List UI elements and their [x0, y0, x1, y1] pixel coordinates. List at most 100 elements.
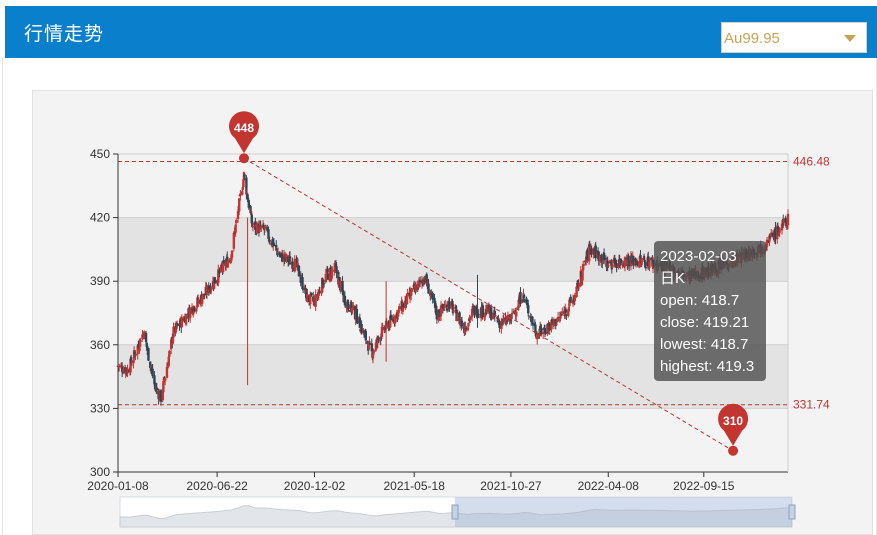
candle-body — [464, 328, 468, 330]
candle-body — [444, 304, 447, 306]
candle-body — [171, 338, 175, 344]
candle-body — [427, 283, 430, 294]
candle-body — [543, 328, 546, 330]
candle-body — [341, 290, 345, 296]
candle-body — [122, 369, 125, 373]
candle-body — [765, 239, 769, 247]
candle-body — [266, 227, 269, 231]
mark-line-label: 331.74 — [793, 398, 830, 412]
candle-body — [285, 254, 288, 259]
candle-body — [230, 257, 233, 260]
candle-body — [644, 267, 648, 269]
candle-body — [165, 367, 169, 378]
candle-body — [249, 206, 252, 214]
candle-body — [169, 339, 173, 350]
tooltip-series: 日K — [660, 270, 686, 287]
candle-body — [634, 259, 637, 262]
candle-body — [414, 285, 418, 292]
candle-body — [324, 273, 328, 283]
candle-body — [541, 332, 545, 335]
candle-body — [243, 174, 246, 177]
tooltip-open: open: 418.7 — [660, 292, 740, 309]
candle-body — [539, 325, 542, 331]
candle-body — [495, 317, 499, 319]
candle-body — [247, 200, 250, 208]
candle-body — [143, 331, 146, 340]
chevron-down-icon[interactable] — [844, 35, 856, 42]
instrument-select[interactable]: Au99.95 — [721, 22, 867, 53]
y-tick-label: 360 — [90, 338, 110, 352]
candle-body — [370, 343, 373, 352]
candle-body — [463, 330, 467, 334]
candle-body — [381, 325, 384, 327]
candle-body — [331, 269, 334, 271]
candle-body — [485, 305, 489, 313]
candle-body — [460, 320, 464, 327]
mark-point-label: 310 — [723, 414, 743, 428]
candle-body — [281, 253, 284, 262]
candle-body — [540, 328, 543, 335]
candle-body — [526, 303, 529, 306]
chart-tooltip: 2023-02-03 日K open: 418.7 close: 419.21 … — [654, 241, 766, 381]
candle-body — [203, 294, 207, 296]
candle-body — [510, 312, 514, 314]
candle-body — [435, 305, 438, 315]
candle-body — [521, 300, 525, 302]
candle-body — [442, 307, 445, 309]
candle-body — [195, 305, 199, 308]
candle-body — [230, 250, 234, 258]
candle-body — [584, 258, 588, 263]
candle-body — [431, 293, 434, 300]
candle-body — [250, 214, 253, 224]
candle-body — [573, 294, 577, 301]
candle-body — [155, 387, 159, 391]
candle-body — [443, 305, 446, 308]
candle-body — [519, 292, 522, 304]
data-zoom-handle[interactable] — [451, 504, 459, 520]
candle-body — [233, 232, 236, 235]
candle-body — [174, 323, 178, 333]
candle-body — [138, 348, 141, 351]
candle-body — [130, 364, 133, 366]
candle-body — [771, 232, 775, 237]
candle-body — [648, 261, 651, 268]
candle-body — [226, 260, 230, 268]
candle-body — [149, 361, 152, 368]
candle-body — [288, 256, 292, 265]
candle-body — [372, 350, 376, 352]
candle-body — [360, 323, 363, 333]
candle-body — [384, 327, 387, 330]
candle-body — [134, 354, 138, 356]
candle-body — [598, 255, 602, 261]
candle-body — [786, 213, 790, 226]
candle-body — [301, 288, 305, 291]
candle-body — [322, 285, 325, 287]
candle-body — [418, 280, 422, 282]
y-tick-label: 450 — [90, 147, 110, 161]
mark-point-dot — [238, 153, 249, 164]
candle-body — [172, 326, 175, 338]
candle-body — [554, 319, 557, 327]
candle-body — [317, 292, 320, 296]
candle-body — [502, 317, 505, 320]
candle-body — [371, 353, 375, 359]
candle-body — [234, 224, 237, 233]
data-zoom-handle[interactable] — [788, 504, 796, 520]
candle-body — [404, 300, 407, 309]
candle-body — [180, 317, 184, 328]
candle-body — [402, 303, 405, 308]
candle-body — [129, 357, 133, 364]
candle-body — [262, 225, 265, 229]
candle-body — [275, 248, 279, 251]
data-zoom-window[interactable] — [455, 497, 792, 527]
candle-body — [239, 193, 242, 196]
candle-body — [166, 364, 169, 369]
candle-body — [258, 225, 261, 232]
candle-body — [555, 320, 559, 323]
candle-body — [548, 323, 551, 331]
candle-body — [117, 365, 121, 368]
candle-body — [768, 235, 771, 242]
candle-body — [286, 256, 290, 263]
candle-body — [251, 221, 254, 227]
mark-point-dot — [728, 445, 739, 456]
